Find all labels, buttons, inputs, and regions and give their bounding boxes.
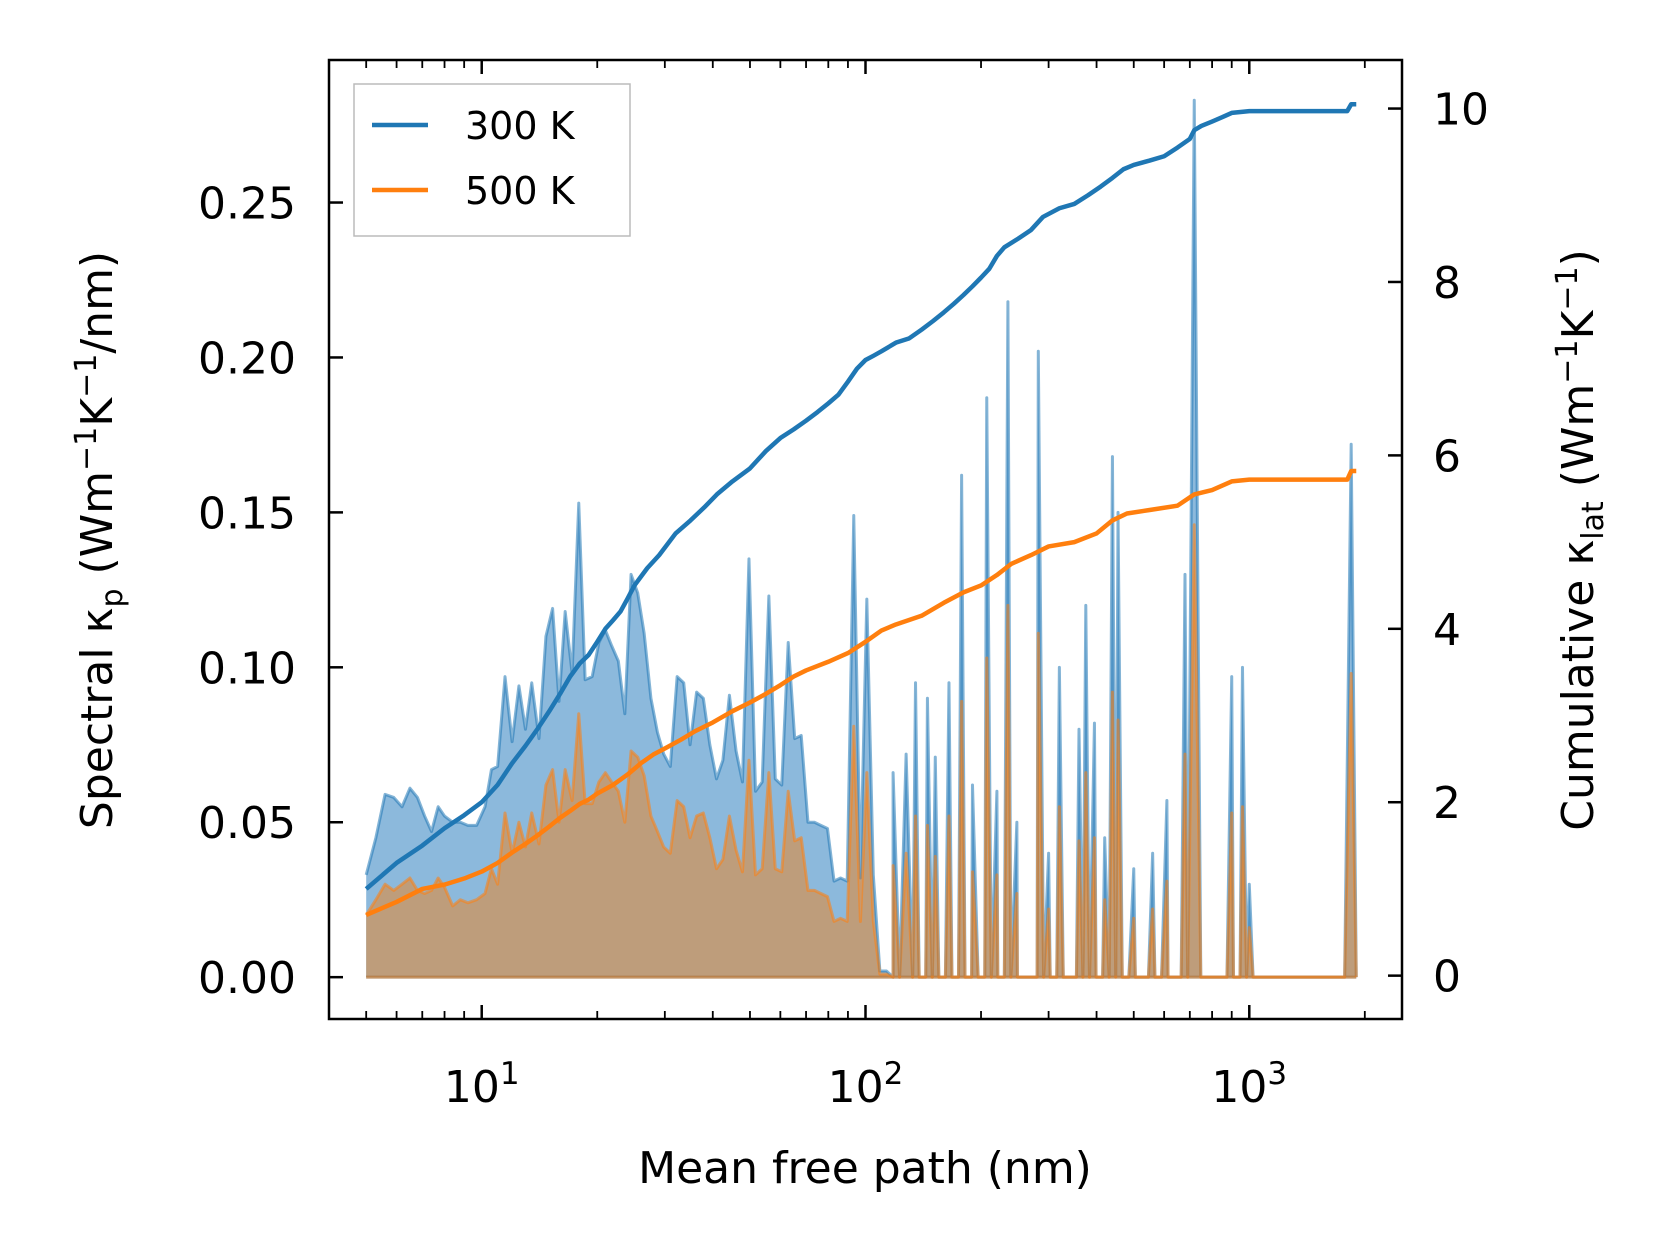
x-tick-label: 103 [1211,1056,1287,1113]
x-tick-label: 102 [828,1056,904,1113]
ticks-layer: 101 102 103 0.00 0.05 0.10 0.15 0.20 0.25 0 2 4 6 8 10 [198,60,1489,1113]
y-left-tick-label: 0.15 [198,488,296,539]
x-tick-label: 101 [444,1056,520,1113]
y-right-tick-label: 4 [1433,605,1461,656]
y-left-tick-label: 0.20 [198,333,296,384]
y-left-tick-label: 0.10 [198,643,296,694]
cumulative-line-300K [364,101,1357,891]
y-right-tick-label: 2 [1433,778,1461,829]
legend-label-300K: 300 K [465,104,576,148]
legend-box [353,83,631,237]
series-layer [364,98,1358,979]
cumulative-line-500K [365,468,1357,918]
y-right-tick-label: 6 [1433,431,1461,482]
spectral-area-300K [366,100,1357,978]
y-right-tick-label: 8 [1433,258,1461,309]
legend: 300 K 500 K [353,83,631,237]
y-right-tick-label: 0 [1433,952,1461,1003]
y-left-tick-label: 0.05 [198,798,296,849]
spectral-area-500K [366,524,1357,978]
spectral-line-500K [364,523,1358,979]
y-right-tick-label: 10 [1433,85,1489,136]
y-left-axis-title: Spectral κp (Wm−1K−1/nm) [69,251,130,829]
legend-label-500K: 500 K [465,169,576,213]
y-left-tick-label: 0.00 [198,953,296,1004]
x-axis-title: Mean free path (nm) [638,1143,1092,1194]
y-right-axis-title: Cumulative κlat (Wm−1K−1) [1550,249,1611,831]
y-left-tick-label: 0.25 [198,179,296,230]
